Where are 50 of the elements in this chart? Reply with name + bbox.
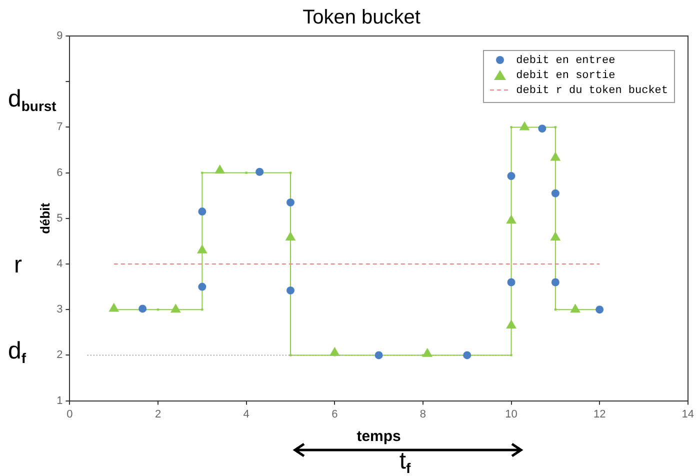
- point: [138, 304, 147, 313]
- point: [286, 286, 294, 294]
- point: [506, 320, 516, 329]
- point: [198, 208, 206, 216]
- legend-label: debit en sortie: [516, 70, 616, 82]
- y-tick-label: 6: [56, 166, 63, 179]
- y-tick-label: 3: [56, 304, 63, 316]
- point: [422, 348, 433, 357]
- point: [507, 278, 516, 286]
- point: [170, 304, 181, 313]
- point: [519, 121, 530, 130]
- point: [550, 152, 561, 161]
- y-tick-label: 7: [56, 121, 63, 134]
- point: [285, 232, 296, 241]
- point: [506, 214, 516, 224]
- point: [596, 306, 604, 314]
- point: [551, 278, 560, 286]
- point: [108, 302, 120, 312]
- x-tick-label: 2: [154, 408, 162, 420]
- point: [463, 351, 472, 360]
- x-tick-label: 12: [593, 408, 606, 420]
- y-axis-title: débit: [37, 202, 52, 234]
- point: [196, 244, 208, 254]
- point: [538, 124, 546, 133]
- x-tick-label: 4: [243, 408, 250, 420]
- y-tick-label: 5: [56, 212, 63, 224]
- x-tick-label: 8: [420, 408, 426, 420]
- point: [570, 304, 580, 313]
- point: [551, 189, 560, 198]
- point: [550, 232, 561, 241]
- x-tick-label: 0: [66, 408, 73, 420]
- text: r: [14, 252, 22, 279]
- legend-label: debit r du token bucket: [516, 85, 668, 97]
- legend-label: debit en entree: [516, 55, 616, 67]
- y-tick-label: 2: [56, 349, 63, 362]
- y-tick-label: 1: [56, 394, 63, 407]
- point: [329, 346, 340, 356]
- x-tick-label: 6: [332, 408, 338, 420]
- x-axis-title: temps: [356, 428, 401, 446]
- point: [198, 282, 206, 291]
- point: [374, 351, 383, 360]
- y-tick-label: 9: [56, 30, 63, 42]
- point: [507, 172, 516, 180]
- x-tick-label: 10: [505, 408, 518, 420]
- point: [214, 164, 226, 174]
- x-tick-label: 14: [682, 408, 694, 420]
- y-tick-label: 4: [56, 258, 63, 270]
- point: [256, 168, 264, 176]
- point: [286, 198, 294, 206]
- chart-title: Token bucket: [302, 6, 421, 29]
